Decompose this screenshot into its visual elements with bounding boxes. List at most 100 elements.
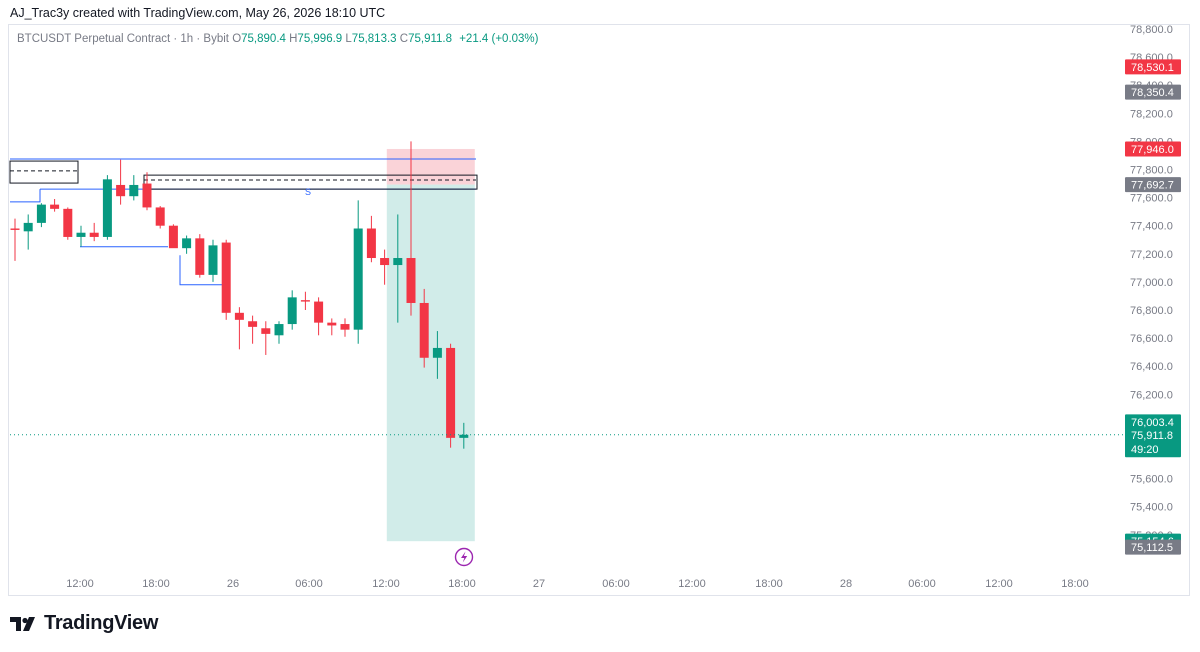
x-axis-tick-label: 06:00 (602, 578, 630, 590)
low-key: L (345, 33, 352, 45)
chart-frame (8, 24, 1190, 596)
high-key: H (289, 33, 298, 45)
candle-body[interactable] (234, 312, 244, 320)
candle-body[interactable] (182, 238, 192, 249)
price-badge-label: 78,350.4 (1131, 87, 1174, 99)
x-axis-tick-label: 12:00 (678, 578, 706, 590)
close-key: C (399, 33, 409, 45)
lightning-icon[interactable] (454, 547, 474, 567)
x-axis-tick-label: 18:00 (448, 578, 476, 590)
candle-body[interactable] (102, 179, 112, 237)
price-badge-label: 77,946.0 (1131, 144, 1174, 156)
x-axis-tick-label: 12:00 (66, 578, 94, 590)
price-badge-label: 75,911.8 (1131, 430, 1173, 442)
candle-body[interactable] (168, 225, 178, 249)
price-badge-label: 78,530.1 (1131, 62, 1174, 74)
y-axis-tick-label: 75,400.0 (1130, 502, 1173, 514)
price-badge (1125, 141, 1181, 157)
chart-caption: AJ_Trac3y created with TradingView.com, … (10, 6, 386, 20)
x-axis-tick-label: 27 (533, 578, 545, 590)
open-value: 75,890.4 (241, 33, 286, 45)
candle-body[interactable] (380, 258, 390, 266)
bar-countdown-label: 49:20 (1131, 444, 1159, 456)
candle-body[interactable] (248, 321, 258, 327)
brand-name: TradingView (44, 612, 159, 634)
y-axis-tick-label: 77,600.0 (1130, 193, 1173, 205)
candle-body[interactable] (63, 208, 73, 237)
candle-body[interactable] (353, 228, 363, 330)
candle-body[interactable] (89, 232, 99, 237)
change-value: +21.4 (+0.03%) (459, 33, 539, 45)
candle-body[interactable] (446, 347, 456, 438)
zone-box-left[interactable] (9, 160, 79, 184)
candle-body[interactable] (195, 238, 205, 275)
candle-body[interactable] (393, 258, 403, 266)
price-badge (1125, 84, 1181, 100)
candle-body[interactable] (274, 324, 284, 336)
x-axis-tick-label: 12:00 (372, 578, 400, 590)
close-value: 75,911.8 (408, 33, 452, 45)
stop-loss-zone[interactable] (386, 148, 475, 185)
y-axis-tick-label: 78,800.0 (1130, 24, 1173, 36)
candle-body[interactable] (261, 328, 271, 334)
x-axis-tick-label: 06:00 (908, 578, 936, 590)
candle-body[interactable] (340, 324, 350, 330)
y-axis-tick-label: 76,400.0 (1130, 361, 1173, 373)
y-axis-tick-label: 76,600.0 (1130, 333, 1173, 345)
x-axis-tick-label: 18:00 (1061, 578, 1089, 590)
candle-body[interactable] (221, 242, 231, 313)
symbol-label[interactable]: BTCUSDT Perpetual Contract · 1h · Bybit (17, 33, 229, 45)
y-axis-tick-label: 76,200.0 (1130, 389, 1173, 401)
x-axis-tick-label: 18:00 (142, 578, 170, 590)
zone-box-right[interactable] (143, 174, 478, 190)
footer-branding[interactable]: TradingView (10, 612, 158, 635)
candle-body[interactable] (432, 347, 442, 358)
zone-label: S (305, 187, 311, 197)
y-axis-tick-label: 77,800.0 (1130, 165, 1173, 177)
candle-body[interactable] (208, 245, 218, 275)
candle-body[interactable] (23, 222, 33, 232)
open-key: O (232, 33, 242, 45)
price-badge (1125, 427, 1181, 458)
price-badge (1125, 59, 1181, 75)
price-badge-label: 76,003.4 (1131, 417, 1174, 429)
x-axis-tick-label: 26 (227, 578, 239, 590)
take-profit-zone[interactable] (386, 184, 475, 542)
candle-body[interactable] (36, 204, 46, 223)
y-axis-tick-label: 78,200.0 (1130, 108, 1173, 120)
price-badge-label: 75,112.5 (1131, 542, 1173, 554)
candle-body[interactable] (406, 258, 416, 303)
y-axis-tick-label: 77,000.0 (1130, 277, 1173, 289)
candle-body[interactable] (366, 228, 376, 259)
price-badge-label: 77,692.7 (1131, 180, 1174, 192)
candle-body[interactable] (142, 183, 152, 208)
candle-body[interactable] (10, 228, 20, 230)
structure-line (179, 255, 228, 286)
y-axis-tick-label: 77,400.0 (1130, 221, 1173, 233)
x-axis-tick-label: 18:00 (755, 578, 783, 590)
tradingview-logo-icon (10, 616, 35, 631)
candle-body[interactable] (327, 322, 337, 326)
candle-body[interactable] (116, 184, 126, 197)
y-axis-tick-label: 76,800.0 (1130, 305, 1173, 317)
structure-line (10, 189, 41, 203)
high-value: 75,996.9 (297, 33, 343, 45)
price-badge (1125, 539, 1181, 555)
x-axis-tick-label: 06:00 (295, 578, 323, 590)
ohlc-legend: BTCUSDT Perpetual Contract · 1h · Bybit … (17, 33, 538, 45)
low-value: 75,813.3 (351, 33, 397, 45)
candle-body[interactable] (300, 300, 310, 302)
candle-body[interactable] (76, 232, 86, 237)
x-axis-tick-label: 28 (840, 578, 852, 590)
candle-body[interactable] (419, 302, 429, 358)
price-badge (1125, 177, 1181, 193)
candle-body[interactable] (459, 434, 469, 438)
candle-body[interactable] (129, 184, 139, 197)
price-badge (1125, 414, 1181, 430)
y-axis-tick-label: 75,600.0 (1130, 474, 1173, 486)
candle-body[interactable] (155, 207, 165, 226)
candle-body[interactable] (287, 297, 297, 325)
candle-body[interactable] (314, 301, 324, 323)
candle-body[interactable] (50, 204, 60, 209)
